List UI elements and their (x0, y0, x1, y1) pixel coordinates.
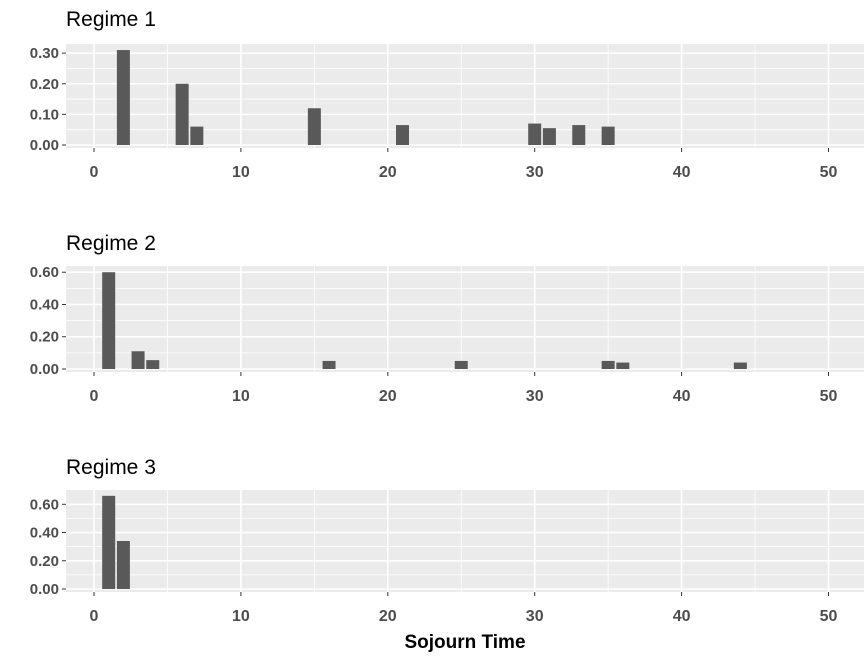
x-tick-label: 30 (526, 388, 544, 405)
y-tick-label: 0.20 (30, 76, 59, 93)
bar (116, 541, 130, 589)
bar (322, 360, 336, 369)
x-tick-label: 50 (820, 164, 838, 181)
bar (102, 495, 116, 589)
x-tick-label: 0 (90, 164, 99, 181)
panel-background (66, 490, 864, 592)
y-tick-label: 0.60 (30, 264, 59, 281)
bar (395, 125, 409, 145)
y-tick-label: 0.00 (30, 137, 59, 154)
x-axis-title: Sojourn Time (404, 632, 525, 653)
panel-regime-1: Regime 1 0.00 0.10 0.20 0.30 0 10 20 30 40 50 (30, 8, 864, 181)
x-tick-label: 40 (673, 164, 691, 181)
x-tick-label: 10 (232, 388, 250, 405)
x-tick-label: 30 (526, 608, 544, 625)
bar (572, 125, 586, 145)
bar (116, 50, 130, 145)
bar (146, 360, 160, 369)
bar (175, 83, 189, 145)
panel-title: Regime 3 (66, 456, 156, 479)
y-tick-label: 0.60 (30, 496, 59, 513)
y-tick-label: 0.10 (30, 106, 59, 123)
bar (528, 123, 542, 145)
panel-title: Regime 1 (66, 8, 156, 31)
x-tick-label: 50 (820, 608, 838, 625)
bar (542, 128, 556, 145)
y-tick-label: 0.20 (30, 553, 59, 570)
bar (102, 272, 116, 369)
x-tick-label: 50 (820, 388, 838, 405)
bar (616, 362, 630, 369)
y-tick-label: 0.30 (30, 45, 59, 62)
y-tick-label: 0.40 (30, 296, 59, 313)
y-tick-label: 0.00 (30, 581, 59, 598)
bar (601, 126, 615, 145)
y-tick-label: 0.40 (30, 525, 59, 542)
panel-regime-3: Regime 3 0.00 0.20 0.40 0.60 0 10 20 30 40 50 Sojou… (30, 456, 864, 653)
x-tick-label: 10 (232, 608, 250, 625)
x-tick-label: 20 (379, 608, 397, 625)
x-tick-label: 0 (90, 608, 99, 625)
x-tick-label: 40 (673, 388, 691, 405)
x-tick-label: 20 (379, 388, 397, 405)
y-tick-label: 0.20 (30, 329, 59, 346)
panel-background (66, 266, 864, 372)
x-tick-label: 10 (232, 164, 250, 181)
bar (307, 108, 321, 145)
bar (190, 126, 204, 145)
bar (131, 351, 145, 369)
y-tick-label: 0.00 (30, 361, 59, 378)
x-tick-label: 20 (379, 164, 397, 181)
bar (601, 360, 615, 369)
bar (454, 360, 468, 369)
panel-title: Regime 2 (66, 232, 156, 255)
x-tick-label: 40 (673, 608, 691, 625)
bar (733, 362, 747, 369)
panel-regime-2: Regime 2 0.00 0.20 0.40 0.60 0 10 20 30 40 50 (30, 232, 864, 405)
x-tick-label: 0 (90, 388, 99, 405)
x-tick-label: 30 (526, 164, 544, 181)
